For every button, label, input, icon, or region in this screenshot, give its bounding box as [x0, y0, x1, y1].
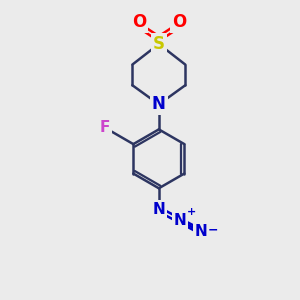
Text: N: N	[152, 95, 166, 113]
Text: N: N	[152, 202, 165, 217]
Text: S: S	[153, 35, 165, 53]
Text: O: O	[172, 13, 186, 31]
Text: O: O	[132, 13, 146, 31]
Text: F: F	[100, 120, 110, 135]
Text: +: +	[187, 207, 196, 218]
Text: N: N	[174, 213, 186, 228]
Text: N: N	[195, 224, 208, 239]
Text: −: −	[208, 223, 218, 236]
